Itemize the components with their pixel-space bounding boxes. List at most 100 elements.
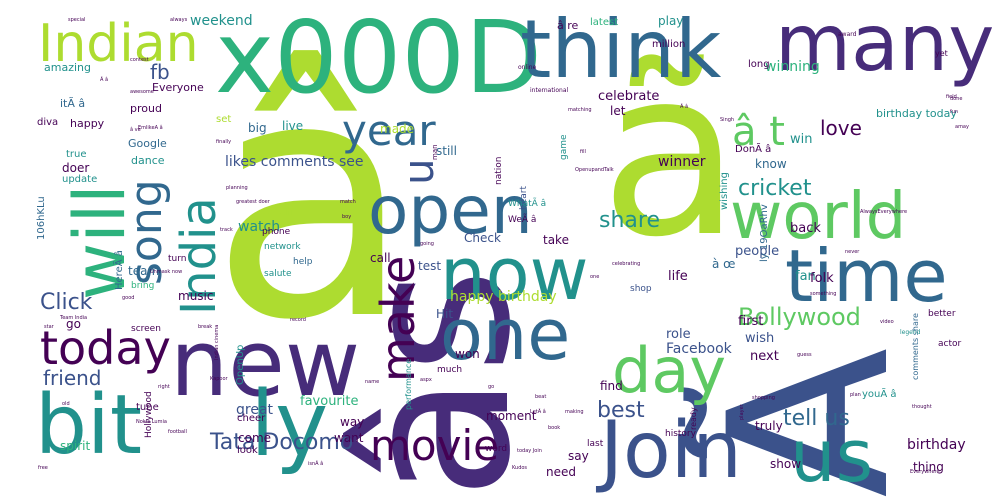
word: true — [66, 149, 87, 160]
word: folk — [810, 271, 834, 286]
word: say — [568, 449, 589, 463]
word: shop — [630, 284, 652, 294]
word: free — [38, 465, 48, 471]
word: one — [440, 294, 571, 376]
word: Hit — [436, 307, 454, 321]
word: break — [198, 324, 213, 330]
word: likes comments see — [225, 154, 364, 170]
word: ã — [600, 21, 741, 288]
word: â ve — [130, 127, 141, 133]
word: many — [775, 0, 995, 89]
word: itÃ â — [60, 97, 86, 110]
word: network — [264, 242, 301, 252]
word: one — [590, 274, 600, 280]
word: legend — [900, 329, 921, 336]
word: Click — [40, 290, 93, 315]
word: amazing — [44, 61, 91, 74]
word: great — [236, 402, 274, 418]
word: aspx — [420, 377, 432, 383]
word: comments share — [911, 313, 920, 380]
word: never — [845, 249, 860, 255]
word: football — [168, 429, 187, 435]
word: still — [436, 144, 457, 158]
word: guess — [797, 352, 812, 358]
word: movie — [370, 421, 499, 470]
word: birthday — [907, 437, 966, 453]
word: beat — [535, 394, 547, 400]
word: much — [437, 365, 463, 375]
word: love — [820, 116, 862, 140]
word: today — [40, 321, 171, 375]
word: take — [543, 233, 569, 247]
word: youÃ â — [862, 389, 897, 400]
word: screen — [131, 324, 161, 334]
word: fb — [150, 60, 170, 84]
word: know — [755, 157, 787, 171]
word: amay — [955, 124, 969, 130]
word: OpenupandTalk — [575, 167, 614, 173]
word: weekend — [190, 13, 253, 29]
word: thought — [912, 404, 932, 410]
word: happy — [70, 117, 105, 130]
word: good — [122, 295, 135, 301]
word: Indian cinema — [214, 324, 220, 360]
word: yet — [935, 49, 948, 58]
word: play — [658, 14, 684, 28]
word: HereÃ â — [114, 250, 125, 290]
word: WhatÃ â — [508, 199, 547, 209]
word: à œ — [712, 257, 736, 271]
word: need — [546, 465, 576, 479]
word: year — [342, 106, 436, 155]
word: friend — [43, 366, 102, 390]
word: book — [548, 425, 561, 431]
word: doer — [62, 161, 90, 175]
word: matching — [568, 107, 592, 113]
word: EmlikeA â — [138, 125, 163, 131]
word: AlwaysEverywhere — [860, 209, 908, 215]
word: winning — [765, 59, 820, 75]
word: star — [44, 324, 54, 330]
word: day — [612, 334, 727, 407]
word: big — [248, 121, 267, 135]
word: online — [518, 64, 537, 71]
word: 106hKLu — [36, 196, 47, 240]
word: better — [928, 309, 956, 319]
word: awesome — [130, 89, 154, 95]
word: tune — [136, 402, 159, 413]
word: show — [770, 457, 802, 471]
word: Kapoor — [210, 376, 228, 382]
word: plan — [850, 392, 861, 398]
word: share — [599, 208, 660, 233]
word: name — [365, 379, 380, 385]
word: birthday today — [876, 107, 957, 120]
word: won — [455, 347, 480, 361]
word: track — [220, 227, 233, 233]
word: game — [559, 134, 569, 160]
word: ly — [250, 372, 329, 477]
word: team — [128, 264, 160, 278]
word: come — [238, 431, 272, 445]
word: million — [652, 39, 686, 50]
word: Facebook — [666, 341, 732, 357]
word: win — [790, 132, 813, 147]
word: u — [394, 158, 443, 185]
word: music — [178, 289, 214, 303]
word: people — [735, 244, 780, 259]
word: shopping — [752, 395, 775, 401]
word: best — [597, 398, 645, 423]
word: right — [158, 384, 170, 390]
word: latest — [590, 17, 619, 28]
word: let — [610, 104, 626, 118]
word: performance — [404, 358, 413, 410]
word: video — [880, 319, 894, 325]
word: greatest doer — [236, 199, 270, 205]
word: back — [790, 221, 821, 236]
word: bring — [131, 281, 155, 291]
word: â — [210, 8, 413, 392]
word: Tata Docomo — [210, 430, 354, 455]
word: set — [216, 114, 232, 125]
word: ly 19OaRhv — [759, 204, 770, 262]
word: field — [946, 94, 957, 100]
word: us — [790, 414, 874, 498]
